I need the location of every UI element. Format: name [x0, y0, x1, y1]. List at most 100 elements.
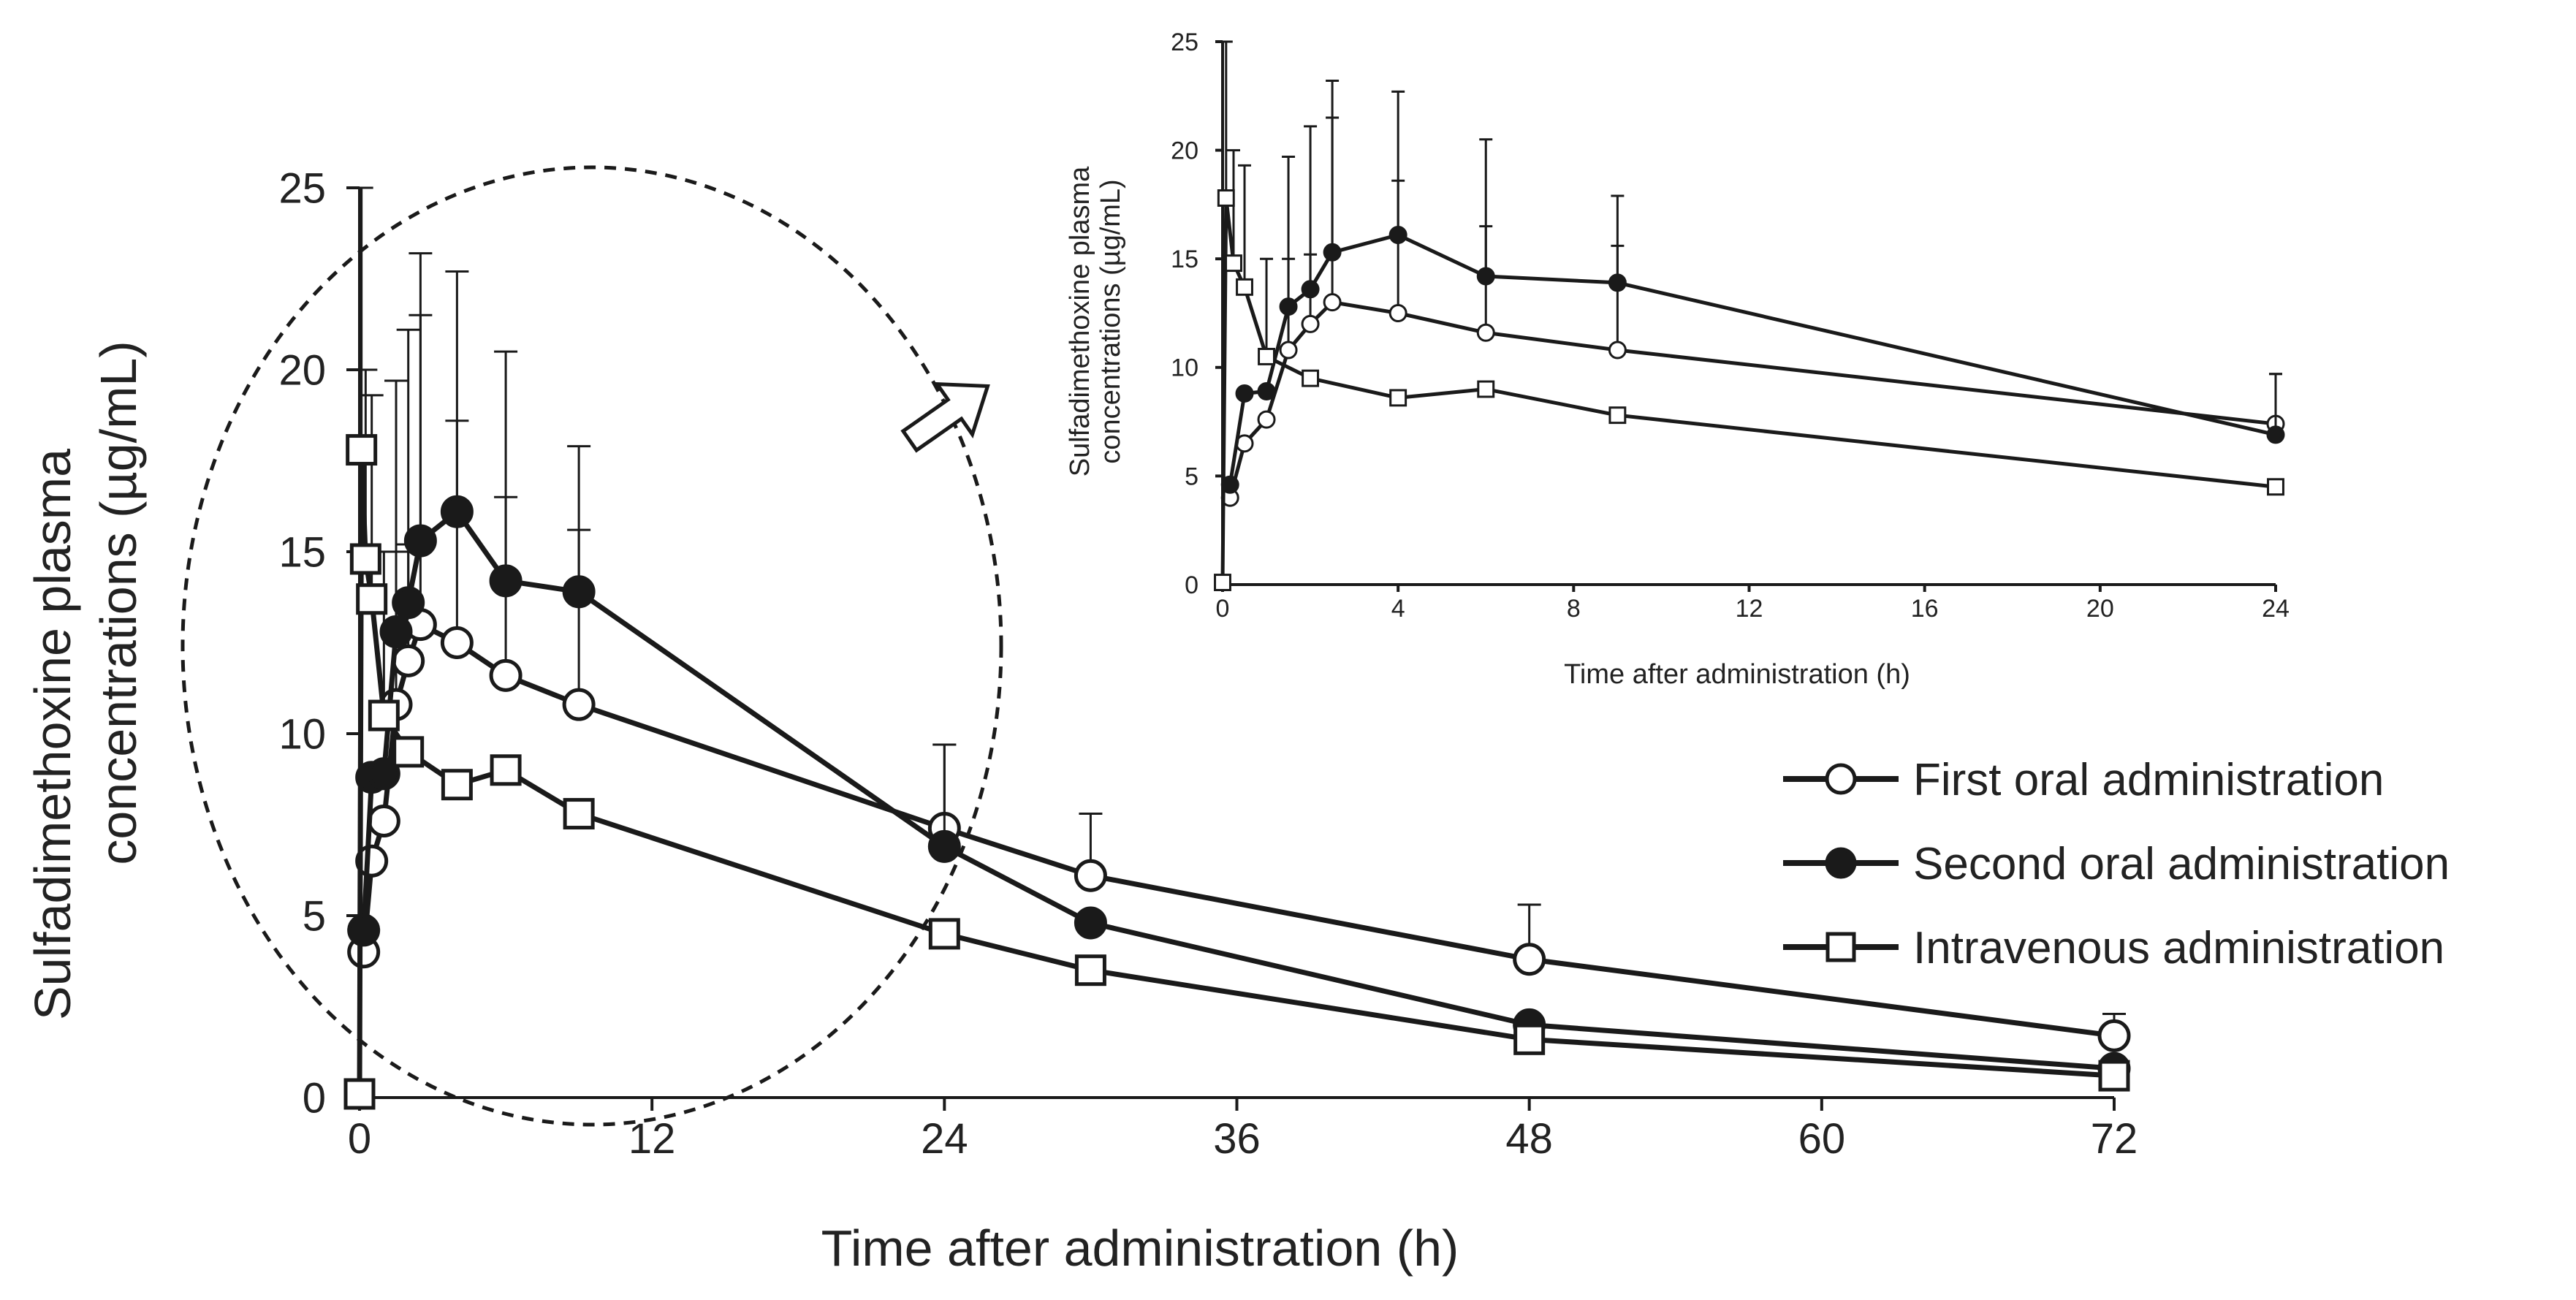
- legend-label-first-oral: First oral administration: [1913, 755, 2384, 805]
- inset-series-0: [1220, 116, 2285, 507]
- inset-y-axis-label-line-2: concentrations (µg/mL): [1095, 179, 1126, 463]
- legend-label-second-oral: Second oral administration: [1913, 839, 2450, 889]
- main-data-point: [441, 769, 473, 801]
- inset-x-tick-label: 16: [1911, 595, 1939, 623]
- inset-data-point: [1235, 384, 1254, 403]
- legend-marker-first-oral: [1825, 763, 1857, 795]
- inset-data-point: [1389, 389, 1407, 407]
- main-y-tick-label: 10: [278, 710, 326, 758]
- inset-data-point: [1476, 267, 1495, 286]
- main-data-point: [356, 583, 388, 615]
- inset-data-point: [1388, 304, 1407, 322]
- inset-series-line: [1220, 196, 2276, 583]
- highlight-ellipse: [181, 165, 1003, 1127]
- inset-x-tick-label: 20: [2086, 595, 2114, 623]
- main-x-tick-label: 60: [1798, 1115, 1846, 1163]
- main-data-point: [367, 757, 400, 791]
- main-series-1: [347, 252, 2131, 1085]
- inset-series-line: [1228, 233, 2276, 485]
- inset-data-point: [1258, 347, 1275, 365]
- main-x-tick-label: 12: [628, 1115, 676, 1163]
- main-y-tick-label: 25: [278, 164, 326, 212]
- main-data-point: [368, 699, 400, 731]
- inset-series-1: [1220, 79, 2285, 494]
- main-data-point: [2098, 1060, 2130, 1092]
- main-y-tick-label: 5: [303, 892, 326, 940]
- zoom-arrow-icon: [900, 381, 990, 453]
- main-data-point: [1074, 906, 1107, 940]
- main-series-2: [343, 186, 2130, 1110]
- inset-data-point: [1257, 381, 1276, 400]
- main-data-point: [346, 434, 378, 466]
- main-data-point: [1513, 943, 1546, 976]
- inset-y-tick-label: 15: [1171, 246, 1198, 273]
- inset-x-tick-label: 24: [2262, 595, 2290, 623]
- inset-data-point: [1279, 297, 1298, 316]
- main-data-point: [403, 524, 437, 558]
- inset-x-tick-label: 0: [1216, 595, 1230, 623]
- main-x-axis-label: Time after administration (h): [821, 1220, 1459, 1277]
- main-data-point: [392, 644, 425, 677]
- inset-data-point: [1225, 254, 1242, 273]
- main-data-point: [489, 658, 523, 692]
- inset-data-point: [1279, 341, 1298, 360]
- main-data-point: [1074, 859, 1107, 892]
- inset-series-2: [1214, 40, 2284, 591]
- inset-y-tick-label: 10: [1171, 354, 1198, 382]
- inset-data-point: [1323, 243, 1342, 262]
- main-data-point: [1513, 1023, 1546, 1055]
- main-data-point: [489, 564, 523, 598]
- inset-data-point: [1388, 226, 1407, 245]
- main-data-point: [2097, 1019, 2131, 1052]
- inset-data-point: [1477, 380, 1495, 398]
- inset-x-tick-label: 12: [1736, 595, 1763, 623]
- main-y-axis-label-line-2: concentrations (µg/mL): [90, 341, 147, 864]
- main-data-point: [490, 754, 522, 786]
- legend-marker-second-oral: [1825, 847, 1857, 879]
- main-y-tick-label: 0: [303, 1074, 326, 1122]
- main-data-point: [392, 736, 425, 768]
- inset-y-tick-label: 5: [1185, 463, 1198, 490]
- main-x-tick-label: 0: [348, 1115, 371, 1163]
- inset-y-axis-label-line-1: Sulfadimethoxine plasma: [1065, 166, 1095, 476]
- legend: First oral administration Second oral ad…: [1783, 755, 2450, 973]
- inset-data-point: [2266, 425, 2285, 444]
- inset-series-line: [1228, 300, 2276, 498]
- main-data-point: [927, 829, 961, 863]
- main-x-tick-label: 48: [1505, 1115, 1553, 1163]
- main-data-point: [343, 1078, 376, 1110]
- main-data-point: [562, 688, 596, 721]
- main-data-point: [367, 805, 400, 838]
- inset-data-point: [1236, 278, 1253, 296]
- main-x-tick-label: 72: [2091, 1115, 2138, 1163]
- inset-data-point: [2267, 478, 2284, 496]
- inset-data-point: [1214, 574, 1231, 591]
- inset-data-point: [1608, 406, 1627, 425]
- main-y-tick-label: 15: [278, 528, 326, 576]
- inset-data-point: [1476, 323, 1495, 342]
- inset-data-point: [1302, 369, 1320, 387]
- inset-data-point: [1608, 273, 1627, 292]
- main-x-tick-label: 36: [1213, 1115, 1261, 1163]
- inset-y-tick-label: 20: [1171, 137, 1198, 165]
- inset-data-point: [1608, 341, 1627, 360]
- inset-plot-area: 0 4 8 12 16 20 24 0 5 10 15 20 25: [1171, 28, 2290, 623]
- main-data-point: [440, 626, 474, 659]
- inset-data-point: [1301, 280, 1320, 299]
- main-data-point: [379, 615, 413, 649]
- inset-y-tick-label: 0: [1185, 571, 1198, 599]
- main-data-point: [563, 798, 595, 830]
- inset-data-point: [1323, 293, 1342, 312]
- main-data-point: [392, 586, 425, 620]
- main-y-tick-label: 20: [278, 346, 326, 394]
- main-data-point: [440, 495, 474, 528]
- main-data-point: [349, 543, 381, 575]
- inset-x-tick-label: 4: [1391, 595, 1405, 623]
- main-y-axis-label-line-1: Sulfadimethoxine plasma: [24, 449, 81, 1020]
- inset-x-tick-label: 8: [1567, 595, 1581, 623]
- inset-data-point: [1257, 410, 1276, 429]
- main-data-point: [347, 913, 381, 947]
- legend-marker-intravenous: [1825, 932, 1856, 962]
